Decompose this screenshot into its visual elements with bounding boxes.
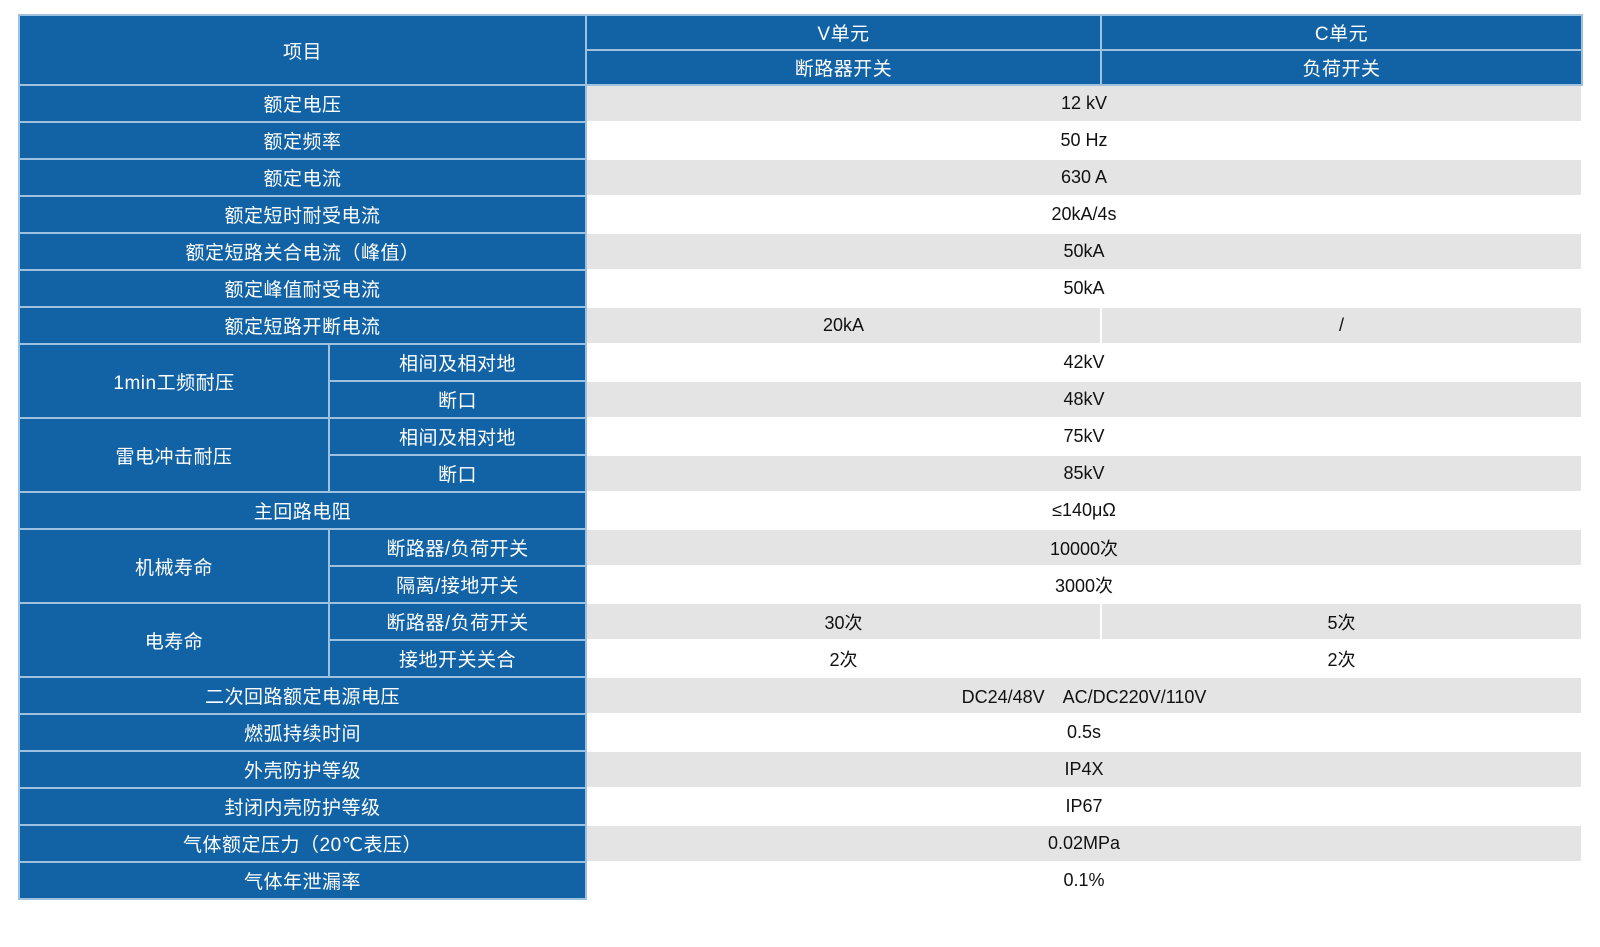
row-value-c: / [1100, 306, 1584, 345]
row-group-label: 雷电冲击耐压 [18, 417, 330, 493]
table-row: 外壳防护等级 IP4X [17, 750, 1584, 789]
spec-sheet: 项目 V单元 C单元 断路器开关 负荷开关 额定电压 12 kV 额定频率 50… [17, 14, 1584, 900]
row-sub-label: 断路器/负荷开关 [327, 602, 588, 641]
row-value: 10000次 [585, 528, 1584, 567]
row-value-v: 20kA [585, 306, 1103, 345]
row-value: 20kA/4s [585, 195, 1584, 234]
header-item: 项目 [17, 14, 588, 86]
row-value: DC24/48V AC/DC220V/110V [585, 676, 1584, 715]
table-row: 额定电压 12 kV [17, 84, 1584, 123]
row-label: 额定短路关合电流（峰值） [17, 232, 588, 271]
row-label: 主回路电阻 [17, 491, 588, 530]
table-row: 额定频率 50 Hz [17, 121, 1584, 160]
row-value-v: 30次 [585, 602, 1103, 641]
row-value: 12 kV [585, 84, 1584, 123]
row-sub-label: 接地开关关合 [327, 639, 588, 678]
row-value: 50 Hz [585, 121, 1584, 160]
row-label: 额定电压 [17, 84, 588, 123]
row-label: 额定短路开断电流 [17, 306, 588, 345]
header-c-switch: 负荷开关 [1100, 49, 1584, 86]
row-value-c: 2次 [1100, 639, 1584, 678]
row-group-label: 电寿命 [18, 602, 330, 678]
row-value: 50kA [585, 232, 1584, 271]
row-label: 二次回路额定电源电压 [17, 676, 588, 715]
row-value: 0.5s [585, 713, 1584, 752]
row-value: 0.1% [585, 861, 1584, 900]
row-value: 630 A [585, 158, 1584, 197]
table-row: 二次回路额定电源电压 DC24/48V AC/DC220V/110V [17, 676, 1584, 715]
header-v-switch: 断路器开关 [585, 49, 1103, 86]
row-label: 外壳防护等级 [17, 750, 588, 789]
row-sub-label: 隔离/接地开关 [327, 565, 588, 604]
row-label: 气体年泄漏率 [17, 861, 588, 900]
table-row: 额定短路关合电流（峰值） 50kA [17, 232, 1584, 271]
row-value: IP4X [585, 750, 1584, 789]
row-label: 额定电流 [17, 158, 588, 197]
row-group-label: 1min工频耐压 [18, 343, 330, 419]
row-value: 0.02MPa [585, 824, 1584, 863]
row-label: 燃弧持续时间 [17, 713, 588, 752]
table-row: 额定峰值耐受电流 50kA [17, 269, 1584, 308]
table-row: 主回路电阻 ≤140μΩ [17, 491, 1584, 530]
row-sub-label: 相间及相对地 [327, 343, 588, 382]
table-row: 额定短时耐受电流 20kA/4s [17, 195, 1584, 234]
table-row: 额定短路开断电流 20kA / [17, 306, 1584, 345]
row-label: 额定峰值耐受电流 [17, 269, 588, 308]
row-label: 额定频率 [17, 121, 588, 160]
row-sub-label: 相间及相对地 [327, 417, 588, 456]
row-sub-label: 断口 [327, 380, 588, 419]
table-row: 燃弧持续时间 0.5s [17, 713, 1584, 752]
row-sub-label: 断口 [327, 454, 588, 493]
table-row: 封闭内壳防护等级 IP67 [17, 787, 1584, 826]
table-row: 雷电冲击耐压 相间及相对地 75kV [18, 417, 1584, 493]
row-value: ≤140μΩ [585, 491, 1584, 530]
row-label: 封闭内壳防护等级 [17, 787, 588, 826]
row-value: 3000次 [585, 565, 1584, 604]
header-row-switch-types: 断路器开关 负荷开关 [19, 49, 1584, 86]
header-row-units: 项目 V单元 C单元 [17, 14, 1584, 86]
table-row: 1min工频耐压 相间及相对地 42kV [18, 343, 1584, 419]
table-row: 额定电流 630 A [17, 158, 1584, 197]
header-v-unit: V单元 [585, 14, 1103, 51]
table-row: 断口 48kV [19, 380, 1584, 419]
row-label: 额定短时耐受电流 [17, 195, 588, 234]
table-row: 断口 85kV [19, 454, 1584, 493]
row-value: 50kA [585, 269, 1584, 308]
row-value: 85kV [585, 454, 1584, 493]
row-value: 48kV [585, 380, 1584, 419]
row-group-label: 机械寿命 [18, 528, 330, 604]
row-value-v: 2次 [585, 639, 1103, 678]
spec-table: 项目 V单元 C单元 断路器开关 负荷开关 额定电压 12 kV 额定频率 50… [17, 14, 1584, 900]
header-c-unit: C单元 [1100, 14, 1584, 51]
row-value-c: 5次 [1100, 602, 1584, 641]
table-row: 接地开关关合 2次 2次 [19, 639, 1584, 678]
table-row: 气体额定压力（20℃表压） 0.02MPa [17, 824, 1584, 863]
table-row: 隔离/接地开关 3000次 [19, 565, 1584, 604]
table-row: 电寿命 断路器/负荷开关 30次 5次 [18, 602, 1584, 678]
table-row: 气体年泄漏率 0.1% [17, 861, 1584, 900]
row-value: IP67 [585, 787, 1584, 826]
row-label: 气体额定压力（20℃表压） [17, 824, 588, 863]
table-row: 机械寿命 断路器/负荷开关 10000次 [18, 528, 1584, 604]
row-value: 42kV [585, 343, 1584, 382]
row-sub-label: 断路器/负荷开关 [327, 528, 588, 567]
row-value: 75kV [585, 417, 1584, 456]
